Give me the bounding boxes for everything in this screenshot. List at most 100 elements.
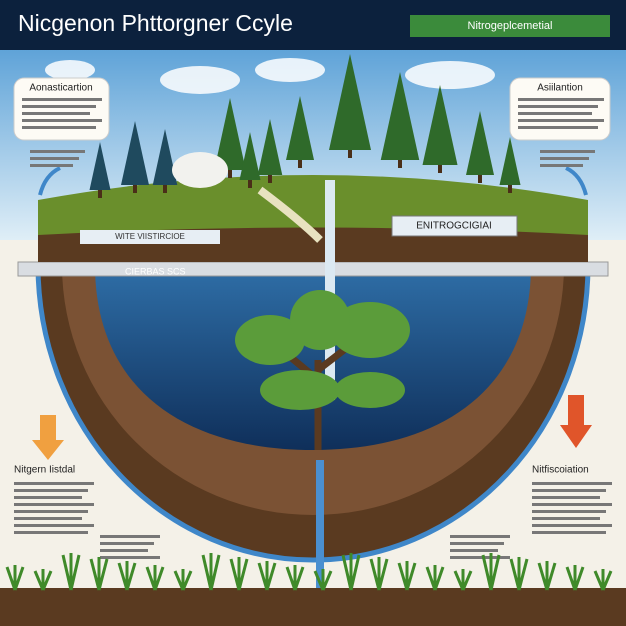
text-line bbox=[22, 126, 96, 129]
plant bbox=[285, 565, 305, 591]
cloud-burst bbox=[172, 152, 228, 188]
text-line bbox=[14, 524, 94, 527]
badge bbox=[410, 15, 610, 37]
tree-trunk bbox=[228, 166, 232, 178]
text-line bbox=[100, 549, 148, 552]
text-line bbox=[100, 556, 160, 559]
forest bbox=[89, 54, 521, 198]
tree bbox=[329, 54, 371, 150]
text-line bbox=[100, 542, 154, 545]
tree bbox=[499, 137, 521, 185]
clouds bbox=[45, 58, 495, 94]
tree bbox=[380, 72, 420, 160]
tree-trunk bbox=[98, 186, 102, 198]
text-line bbox=[14, 517, 82, 520]
text-line bbox=[518, 105, 598, 108]
text-line bbox=[22, 119, 102, 122]
text-line bbox=[14, 503, 94, 506]
plant bbox=[369, 557, 389, 591]
tree bbox=[239, 132, 261, 180]
arrow bbox=[565, 166, 588, 196]
text-line bbox=[30, 157, 79, 160]
plant bbox=[565, 565, 585, 591]
banner-box bbox=[391, 215, 518, 237]
plant bbox=[537, 561, 557, 591]
water bbox=[95, 265, 531, 450]
bottom-soil bbox=[0, 588, 626, 626]
arrow bbox=[38, 166, 61, 196]
plant bbox=[89, 557, 109, 591]
text-line bbox=[518, 98, 604, 101]
section-title: Nitgern Iistdal bbox=[14, 465, 75, 476]
text-line bbox=[532, 524, 612, 527]
text-line bbox=[532, 482, 612, 485]
tree bbox=[466, 111, 494, 175]
arrow bbox=[32, 415, 64, 460]
text-line bbox=[540, 157, 589, 160]
text-line bbox=[518, 112, 592, 115]
tree-trunk bbox=[348, 146, 352, 158]
text-line bbox=[30, 150, 85, 153]
text-line bbox=[532, 489, 606, 492]
ground-line bbox=[17, 261, 609, 277]
plant bbox=[201, 553, 221, 591]
text-line bbox=[540, 164, 583, 167]
text-line bbox=[450, 556, 510, 559]
tree bbox=[121, 121, 149, 185]
tree-canopy bbox=[235, 290, 410, 410]
text-line bbox=[532, 496, 600, 499]
text-line bbox=[14, 489, 88, 492]
callout-box bbox=[509, 77, 611, 141]
plant bbox=[229, 557, 249, 591]
text-line bbox=[450, 542, 504, 545]
tree-trunk bbox=[133, 181, 137, 193]
tree-trunk bbox=[248, 176, 252, 188]
tree-trunk bbox=[298, 156, 302, 168]
text-line bbox=[540, 150, 595, 153]
text-line bbox=[22, 98, 102, 101]
text-placeholder bbox=[14, 98, 612, 559]
banner-text: WITE VIISTIRCIOE bbox=[115, 232, 185, 241]
plant bbox=[145, 565, 165, 591]
text-line bbox=[14, 531, 88, 534]
banner-text: ENITROGCIGIAI bbox=[416, 221, 492, 232]
plant bbox=[425, 565, 445, 591]
plants bbox=[5, 553, 613, 591]
text-line bbox=[14, 510, 88, 513]
text-line bbox=[22, 112, 90, 115]
text-line bbox=[532, 503, 612, 506]
tree bbox=[422, 85, 458, 165]
plant bbox=[33, 569, 53, 591]
tree-trunk bbox=[398, 156, 402, 168]
tree bbox=[152, 129, 178, 185]
text-line bbox=[450, 549, 498, 552]
text-line bbox=[450, 535, 510, 538]
text-line bbox=[14, 496, 82, 499]
pipe bbox=[257, 186, 323, 243]
plant bbox=[5, 565, 25, 591]
plant bbox=[453, 569, 473, 591]
text-line bbox=[518, 119, 604, 122]
tree-trunk bbox=[163, 181, 167, 193]
text-line bbox=[518, 126, 598, 129]
text-line bbox=[532, 510, 606, 513]
text-line bbox=[100, 535, 160, 538]
water-tag: CIERBAS SCS bbox=[125, 266, 186, 276]
plant bbox=[341, 553, 361, 591]
badge-text: Nitrogeplcemetial bbox=[468, 20, 553, 32]
plant bbox=[173, 569, 193, 591]
plant bbox=[61, 553, 81, 591]
tree bbox=[257, 119, 283, 175]
tree-trunk bbox=[508, 181, 512, 193]
tree-trunk bbox=[478, 171, 482, 183]
text-line bbox=[30, 164, 73, 167]
tree-trunk bbox=[438, 161, 442, 173]
plant bbox=[481, 553, 501, 591]
plant bbox=[117, 561, 137, 591]
plant bbox=[313, 569, 333, 591]
arrow bbox=[560, 395, 592, 448]
text-line bbox=[532, 517, 600, 520]
plant bbox=[593, 569, 613, 591]
callout-box bbox=[13, 77, 110, 141]
